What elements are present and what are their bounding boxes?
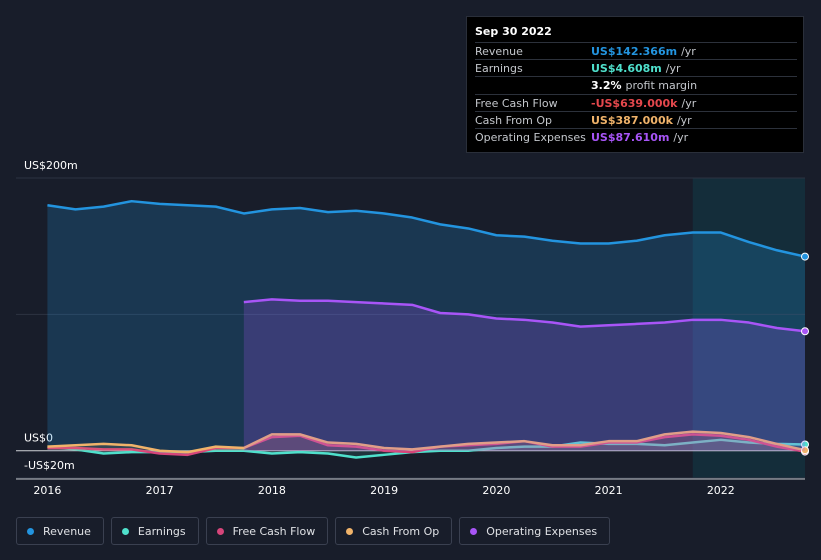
legend-item[interactable]: Revenue: [16, 517, 104, 545]
y-tick-label: US$200m: [24, 159, 78, 172]
tooltip-label: Free Cash Flow: [475, 96, 558, 110]
tooltip-label: Operating Expenses: [475, 131, 586, 144]
area: [47, 434, 806, 455]
area: [47, 431, 806, 453]
x-tick-label: 2017: [146, 484, 174, 497]
y-tick-label: -US$20m: [24, 459, 75, 472]
tooltip-value-text: -US$639.000k: [591, 96, 678, 110]
legend: Revenue Earnings Free Cash Flow Cash From O…: [16, 517, 611, 545]
x-tick-label: 2021: [595, 484, 623, 497]
end-point: [801, 446, 809, 455]
tooltip-value: US$387.000k/yr: [591, 114, 692, 127]
legend-label: Revenue: [43, 524, 91, 538]
tooltip-unit: /yr: [665, 62, 681, 76]
legend-item[interactable]: Earnings: [110, 517, 199, 545]
tooltip-value: US$142.366m/yr: [591, 45, 696, 58]
chart: US$200m US$0 -US$20m 2016 2017 2018 2019 2020 20…: [16, 159, 809, 497]
area: [47, 201, 806, 451]
legend-label: Earnings: [137, 524, 186, 538]
series-line: [47, 433, 806, 457]
tooltip-row: Revenue US$142.366m/yr: [475, 42, 797, 60]
tooltip-value-text: US$142.366m: [591, 45, 678, 58]
tooltip-label: Earnings: [475, 62, 523, 76]
series-line: [47, 430, 806, 454]
tooltip-value-text: 3.2%: [591, 79, 622, 93]
tooltip-value: US$87.610m/yr: [591, 131, 688, 144]
legend-item[interactable]: Operating Expenses: [459, 517, 611, 545]
tooltip-row: Operating Expenses US$87.610m/yr: [475, 128, 797, 146]
legend-label: Cash From Op: [362, 524, 440, 538]
tooltip-unit: /yr: [673, 131, 689, 144]
x-tick-label: 2019: [370, 484, 398, 497]
x-tick-label: 2020: [482, 484, 510, 497]
legend-dot: [27, 527, 34, 535]
tooltip-row: Earnings US$4.608m/yr: [475, 59, 797, 77]
series-line: [243, 298, 806, 333]
x-tick-label: 2016: [33, 484, 61, 497]
legend-label: Free Cash Flow: [232, 524, 316, 538]
tooltip-unit: profit margin: [625, 79, 698, 93]
area: [243, 299, 806, 451]
tooltip-value-text: US$4.608m: [591, 62, 662, 76]
tooltip-label: Revenue: [475, 45, 523, 58]
tooltip-row: 3.2% profit margin: [475, 76, 797, 94]
tooltip-unit: /yr: [676, 113, 692, 127]
tooltip-unit: /yr: [681, 96, 697, 110]
series-line: [47, 199, 806, 258]
tooltip-value: 3.2% profit margin: [591, 79, 697, 92]
legend-dot: [216, 527, 224, 535]
tooltip-date: Sep 30 2022: [475, 25, 552, 38]
end-point: [801, 327, 809, 336]
tooltip-value-text: US$87.610m: [591, 131, 670, 144]
tooltip-label: Cash From Op: [475, 113, 553, 127]
legend-item[interactable]: Free Cash Flow: [205, 517, 329, 545]
legend-label: Operating Expenses: [486, 524, 598, 538]
legend-dot: [346, 527, 354, 535]
tooltip-value: -US$639.000k/yr: [591, 97, 696, 110]
y-tick-label: US$0: [24, 432, 53, 445]
legend-dot: [121, 527, 129, 535]
tooltip-row: Free Cash Flow -US$639.000k/yr: [475, 93, 797, 112]
legend-item[interactable]: Cash From Op: [335, 517, 453, 545]
legend-dot: [470, 527, 478, 535]
x-tick-label: 2022: [707, 484, 735, 497]
tooltip-value: US$4.608m/yr: [591, 62, 681, 75]
tooltip-row: Cash From Op US$387.000k/yr: [475, 110, 797, 129]
x-tick-label: 2018: [258, 484, 286, 497]
tooltip-unit: /yr: [681, 45, 696, 58]
tooltip: Sep 30 2022 Revenue US$142.366m/yr Earning…: [466, 16, 804, 153]
end-point: [801, 252, 809, 261]
tooltip-value-text: US$387.000k: [591, 113, 673, 127]
